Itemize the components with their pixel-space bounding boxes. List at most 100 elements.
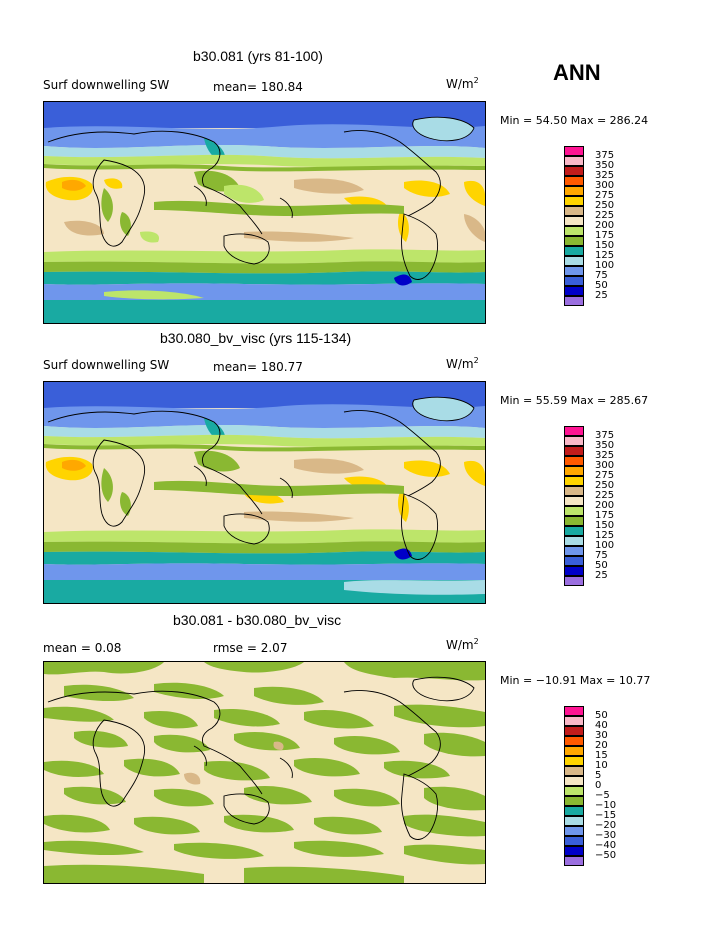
panel-1-title: b30.081 (yrs 81-100)	[193, 48, 323, 64]
colorbar-swatch	[564, 856, 584, 866]
colorbar-label: 275	[595, 470, 615, 481]
colorbar-swatch	[564, 806, 584, 816]
colorbar-label: 250	[595, 480, 615, 491]
panel-1-min-max: Min = 54.50 Max = 286.24	[500, 114, 649, 127]
panel-1-variable-label: Surf downwelling SW	[43, 78, 170, 92]
colorbar-swatch	[564, 786, 584, 796]
colorbar-label: 125	[595, 530, 615, 541]
colorbar-swatch	[564, 246, 584, 256]
colorbar-label: 300	[595, 180, 615, 191]
colorbar-swatch	[564, 276, 584, 286]
panel-3-map	[43, 661, 486, 884]
colorbar-label: 175	[595, 510, 615, 521]
colorbar-label: −50	[595, 850, 617, 861]
colorbar-swatch	[564, 726, 584, 736]
colorbar-label: 5	[595, 770, 602, 781]
colorbar-swatch	[564, 296, 584, 306]
colorbar-label: 150	[595, 240, 615, 251]
colorbar-label: 225	[595, 490, 615, 501]
colorbar-label: 375	[595, 430, 615, 441]
colorbar-label: 300	[595, 460, 615, 471]
colorbar-swatch	[564, 206, 584, 216]
colorbar-swatch	[564, 816, 584, 826]
colorbar-label: −20	[595, 820, 617, 831]
panel-1-units: W/m2	[446, 76, 479, 91]
panel-3-units: W/m2	[446, 637, 479, 652]
colorbar-swatch	[564, 166, 584, 176]
colorbar-swatch	[564, 426, 584, 436]
colorbar-swatch	[564, 706, 584, 716]
panel-3-mean: mean = 0.08	[43, 641, 122, 655]
colorbar-label: 0	[595, 780, 602, 791]
colorbar-label: 375	[595, 150, 615, 161]
colorbar-swatch	[564, 256, 584, 266]
colorbar-swatch	[564, 156, 584, 166]
colorbar-label: 175	[595, 230, 615, 241]
colorbar-swatch	[564, 446, 584, 456]
colorbar-swatch	[564, 186, 584, 196]
colorbar-label: 325	[595, 450, 615, 461]
colorbar-swatch	[564, 836, 584, 846]
colorbar-label: 10	[595, 760, 608, 771]
colorbar-swatch	[564, 576, 584, 586]
panel-3-min-max: Min = −10.91 Max = 10.77	[500, 674, 651, 687]
colorbar-label: 100	[595, 540, 615, 551]
colorbar-swatch	[564, 146, 584, 156]
colorbar-label: 15	[595, 750, 608, 761]
colorbar-swatch	[564, 196, 584, 206]
panel-1-colorbar: 375 350 325 300 275 250 225 200 175 150 …	[564, 146, 614, 318]
colorbar-label: −30	[595, 830, 617, 841]
colorbar-label: 75	[595, 550, 608, 561]
colorbar-label: 30	[595, 730, 608, 741]
colorbar-label: −5	[595, 790, 610, 801]
colorbar-label: 100	[595, 260, 615, 271]
colorbar-swatch	[564, 566, 584, 576]
panel-3-colorbar: 50 40 30 20 15 10 5 0 −5 −10 −15 −20 −30…	[564, 706, 616, 878]
panel-3-title: b30.081 - b30.080_bv_visc	[173, 612, 342, 628]
colorbar-swatch	[564, 796, 584, 806]
colorbar-label: −40	[595, 840, 617, 851]
colorbar-swatch	[564, 826, 584, 836]
colorbar-label: 200	[595, 220, 615, 231]
colorbar-label: −10	[595, 800, 617, 811]
colorbar-label: 250	[595, 200, 615, 211]
panel-1-map	[43, 101, 486, 324]
colorbar-swatch	[564, 516, 584, 526]
colorbar-label: 50	[595, 280, 608, 291]
colorbar-swatch	[564, 556, 584, 566]
colorbar-swatch	[564, 486, 584, 496]
colorbar-label: 350	[595, 160, 615, 171]
colorbar-swatch	[564, 286, 584, 296]
colorbar-label: 20	[595, 740, 608, 751]
colorbar-swatch	[564, 466, 584, 476]
colorbar-swatch	[564, 506, 584, 516]
colorbar-label: 225	[595, 210, 615, 221]
panel-2-map-plot	[44, 382, 485, 603]
colorbar-label: 40	[595, 720, 608, 731]
panel-1-map-plot	[44, 102, 485, 323]
panel-2-title: b30.080_bv_visc (yrs 115-134)	[160, 330, 352, 346]
colorbar-swatch	[564, 226, 584, 236]
panel-2-mean: mean= 180.77	[213, 360, 303, 374]
panel-2-variable-label: Surf downwelling SW	[43, 358, 170, 372]
colorbar-swatch	[564, 776, 584, 786]
colorbar-swatch	[564, 766, 584, 776]
season-label: ANN	[553, 60, 601, 85]
colorbar-label: 150	[595, 520, 615, 531]
colorbar-swatch	[564, 536, 584, 546]
colorbar-swatch	[564, 236, 584, 246]
colorbar-swatch	[564, 176, 584, 186]
colorbar-swatch	[564, 716, 584, 726]
colorbar-swatch	[564, 756, 584, 766]
panel-2-min-max: Min = 55.59 Max = 285.67	[500, 394, 649, 407]
panel-3-rmse: rmse = 2.07	[213, 641, 288, 655]
colorbar-label: 25	[595, 290, 608, 301]
colorbar-label: 25	[595, 570, 608, 581]
panel-3-difference-map	[44, 662, 485, 883]
colorbar-label: 125	[595, 250, 615, 261]
colorbar-label: −15	[595, 810, 617, 821]
colorbar-label: 50	[595, 710, 608, 721]
panel-2-units: W/m2	[446, 356, 479, 371]
colorbar-swatch	[564, 736, 584, 746]
colorbar-swatch	[564, 746, 584, 756]
